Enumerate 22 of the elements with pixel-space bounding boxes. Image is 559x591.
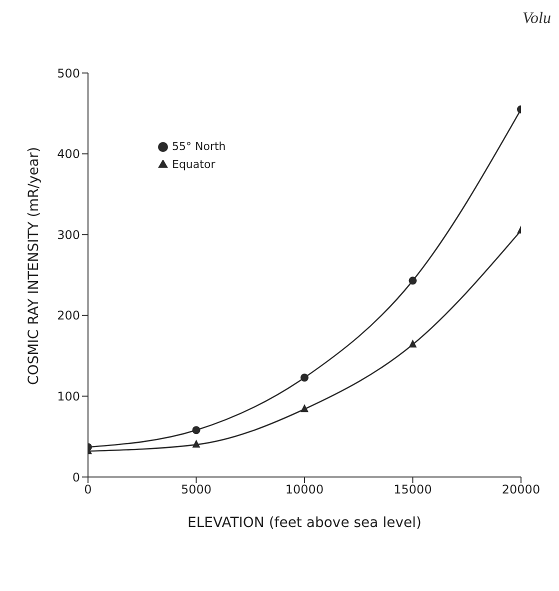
legend-label: Equator: [172, 158, 216, 171]
point: [192, 440, 200, 448]
x-axis-title: ELEVATION (feet above sea level): [188, 515, 422, 531]
x-tick-label: 15000: [394, 482, 432, 497]
x-tick-label: 5000: [180, 482, 212, 497]
y-axis-title: COSMIC RAY INTENSITY (mR/year): [26, 146, 42, 385]
point: [192, 426, 200, 434]
x-tick-label: 0: [84, 482, 92, 497]
point: [408, 339, 417, 348]
y-tick-label: 500: [57, 66, 80, 80]
legend-label: 55° North: [172, 140, 226, 153]
y-tick-label: 400: [57, 147, 80, 162]
point: [300, 374, 308, 382]
y-tick-label: 200: [57, 308, 80, 323]
y-tick-label: 300: [57, 228, 80, 242]
point: [300, 404, 308, 412]
y-tick-label: 0: [72, 470, 80, 484]
y-tick-label: 100: [57, 389, 80, 404]
point: [408, 276, 417, 285]
text: Volu: [522, 10, 551, 28]
x-tick-label: 10000: [285, 482, 324, 497]
x-tick-label: 20000: [502, 482, 540, 497]
